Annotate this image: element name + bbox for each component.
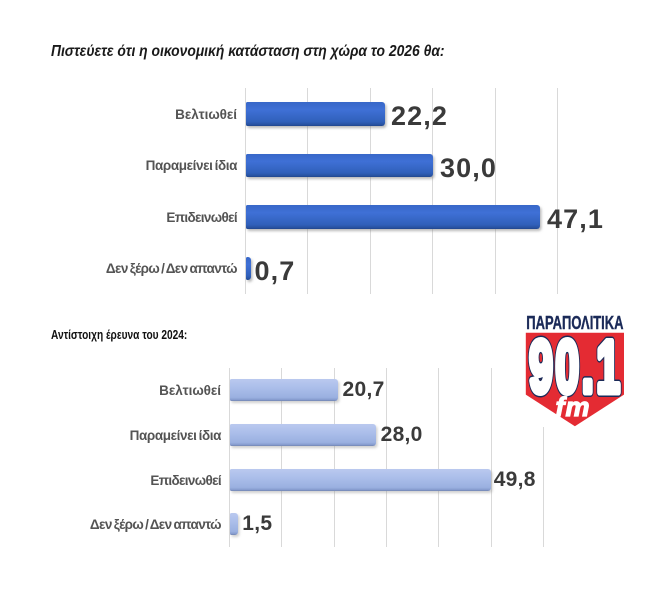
- svg-text:ΠΑΡΑΠΟΛΙΤΙΚΑ: ΠΑΡΑΠΟΛΙΤΙΚΑ: [526, 314, 624, 334]
- svg-text:fm: fm: [556, 392, 591, 422]
- svg-text:90.1: 90.1: [529, 326, 623, 408]
- svg-text:90.1: 90.1: [529, 326, 623, 408]
